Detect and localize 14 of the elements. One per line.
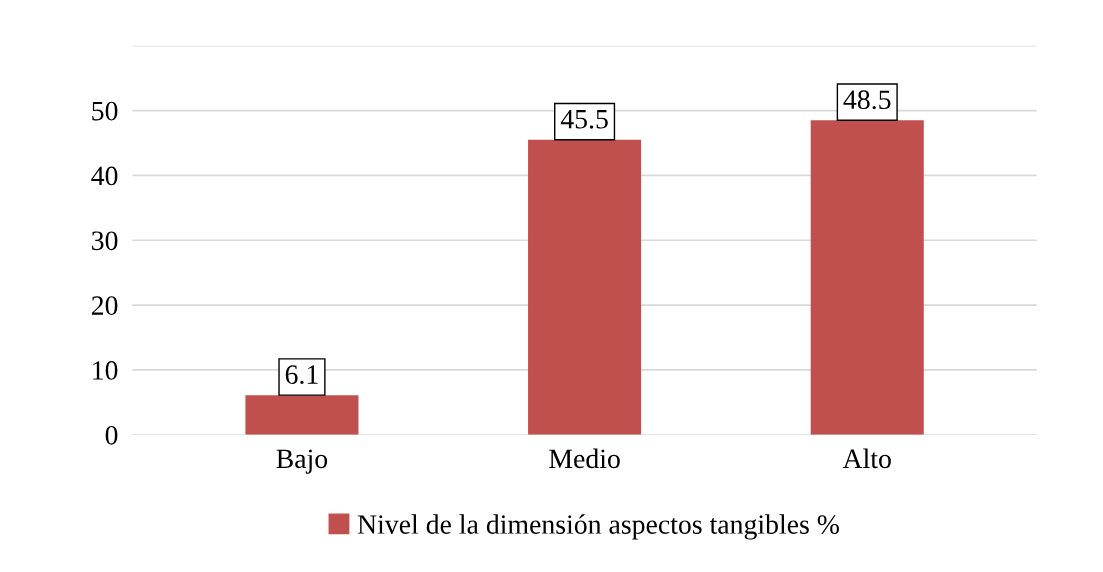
data-label: 6.1 <box>285 365 318 385</box>
legend-label: Nivel de la dimensión aspectos tangibles % <box>357 514 839 540</box>
data-label: 48.5 <box>843 90 891 110</box>
x-tick-label: Alto <box>842 448 891 469</box>
x-tick-label: Bajo <box>276 449 328 474</box>
y-tick-label: 40 <box>91 166 118 186</box>
y-tick-label: 10 <box>93 361 118 380</box>
y-tick-label: 30 <box>92 231 118 251</box>
data-label: 45.5 <box>560 110 608 129</box>
x-tick-label: Medio <box>549 448 620 469</box>
y-tick-label: 50 <box>92 101 118 121</box>
y-tick-label: 20 <box>91 296 118 315</box>
bar <box>245 395 359 435</box>
y-tick-label: 0 <box>105 425 118 445</box>
